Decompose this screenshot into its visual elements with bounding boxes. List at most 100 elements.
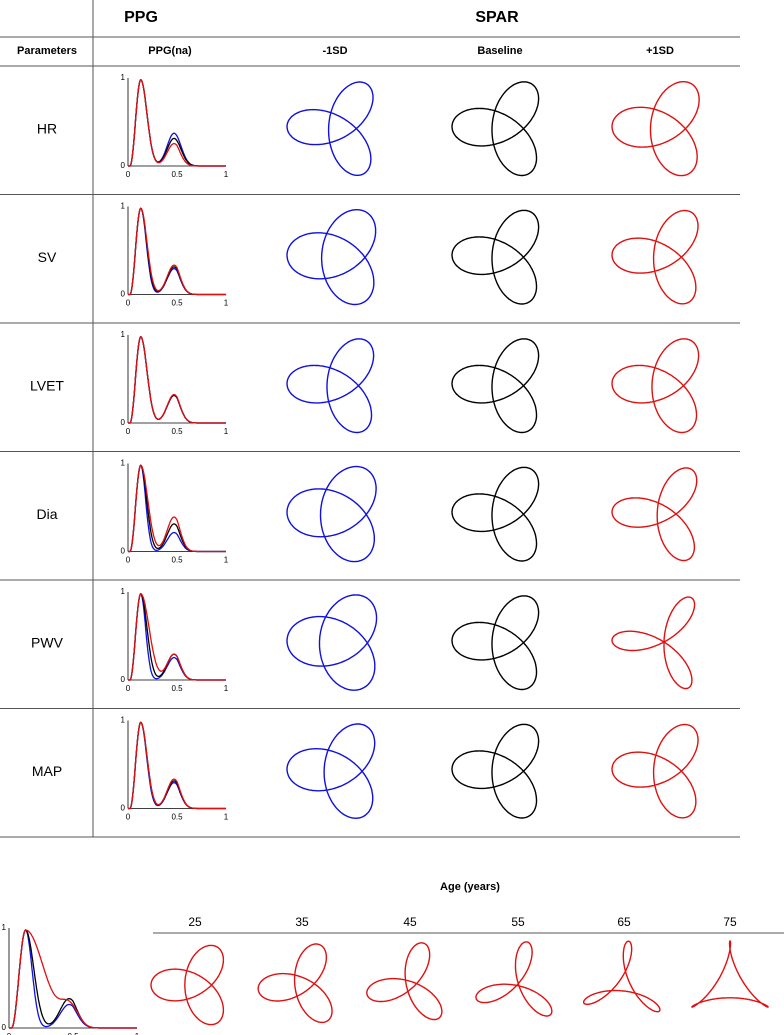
x-tick-label: 1: [224, 684, 229, 693]
row-label: LVET: [30, 378, 64, 394]
age-label: 25: [188, 915, 202, 929]
x-tick-label: 0.5: [171, 556, 183, 565]
y-tick-label: 0: [121, 804, 126, 813]
ppg-curve: [128, 207, 226, 296]
age-label: 45: [403, 915, 417, 929]
y-tick-label: 1: [121, 716, 126, 725]
spar-loop: [451, 209, 540, 305]
ppg-curve: [128, 593, 226, 681]
x-tick-label: 1: [224, 299, 229, 308]
x-tick-label: 1: [224, 813, 229, 822]
x-tick-label: 0.5: [171, 684, 183, 693]
ppg-curve: [9, 929, 137, 1029]
row-label: SV: [38, 249, 57, 265]
ppg-curve: [128, 464, 226, 553]
ppg-curve: [128, 464, 226, 553]
ppg-curve: [128, 593, 226, 681]
x-tick-label: 0: [126, 427, 131, 436]
spar-loop: [475, 941, 553, 1017]
spar-loop: [451, 595, 540, 691]
x-tick-label: 0: [126, 170, 131, 179]
x-tick-label: 0: [126, 556, 131, 565]
x-tick-label: 0: [126, 684, 131, 693]
row-label: Dia: [36, 506, 57, 522]
x-tick-label: 0.5: [171, 170, 183, 179]
x-tick-label: 1: [224, 427, 229, 436]
ppg-curve: [128, 336, 226, 424]
ppg-curve: [9, 929, 137, 1029]
column-label: +1SD: [646, 45, 674, 57]
age-title: Age (years): [440, 881, 500, 893]
y-tick-label: 0: [121, 418, 126, 427]
row-label: PWV: [31, 635, 64, 651]
ppg-curve: [128, 207, 226, 296]
spar-loop: [286, 81, 374, 176]
spar-loop: [286, 338, 375, 434]
spar-loop: [611, 723, 699, 819]
y-tick-label: 1: [2, 923, 7, 932]
ppg-curve: [128, 79, 226, 167]
y-tick-label: 0: [121, 547, 126, 556]
age-label: 65: [617, 915, 631, 929]
spar-loop: [611, 209, 699, 305]
ppg-curve: [128, 79, 226, 167]
x-tick-label: 0.5: [171, 427, 183, 436]
age-label: 75: [723, 915, 737, 929]
y-tick-label: 0: [121, 290, 126, 299]
y-tick-label: 0: [121, 675, 126, 684]
spar-loop: [150, 944, 225, 1026]
x-tick-label: 0: [7, 1032, 12, 1035]
y-tick-label: 1: [121, 330, 126, 339]
x-tick-label: 1: [224, 170, 229, 179]
ppg-curve: [128, 464, 226, 553]
age-label: 35: [295, 915, 309, 929]
y-tick-label: 1: [121, 459, 126, 468]
spar-loop: [451, 466, 540, 562]
y-tick-label: 0: [121, 161, 126, 170]
y-tick-label: 0: [2, 1023, 7, 1032]
spar-loop: [286, 465, 377, 563]
spar-loop: [286, 209, 377, 306]
spar-loop: [451, 338, 540, 434]
x-tick-label: 0.5: [67, 1032, 79, 1035]
age-label: 55: [511, 915, 525, 929]
column-label: PPG(na): [148, 45, 192, 57]
ppg-curve: [9, 929, 137, 1029]
ppg-curve: [128, 207, 226, 296]
x-tick-label: 0.5: [171, 299, 183, 308]
y-tick-label: 1: [121, 73, 126, 82]
column-label: -1SD: [322, 45, 347, 57]
spar-header: SPAR: [475, 9, 519, 26]
x-tick-label: 0: [126, 299, 131, 308]
spar-loop: [583, 940, 661, 1013]
spar-loop: [611, 81, 700, 177]
spar-loop: [286, 594, 378, 691]
spar-loop: [257, 943, 333, 1024]
spar-loop: [366, 942, 443, 1021]
column-label: Baseline: [477, 45, 522, 57]
y-tick-label: 1: [121, 587, 126, 596]
spar-loop: [451, 723, 540, 819]
spar-loop: [611, 467, 698, 562]
y-tick-label: 1: [121, 202, 126, 211]
spar-loop: [451, 81, 540, 177]
x-tick-label: 1: [224, 556, 229, 565]
ppg-curve: [128, 721, 226, 810]
ppg-curve: [128, 336, 226, 424]
ppg-curve: [128, 721, 226, 810]
spar-loop: [611, 338, 700, 434]
x-tick-label: 1: [135, 1032, 140, 1035]
ppg-curve: [128, 592, 226, 681]
spar-loop: [611, 596, 696, 690]
ppg-header: PPG: [124, 9, 158, 26]
ppg-curve: [128, 336, 226, 424]
column-label: Parameters: [17, 45, 77, 57]
ppg-curve: [128, 721, 226, 810]
row-label: MAP: [32, 763, 62, 779]
ppg-curve: [128, 79, 226, 167]
x-tick-label: 0.5: [171, 813, 183, 822]
x-tick-label: 0: [126, 813, 131, 822]
spar-loop: [286, 723, 376, 820]
spar-loop: [691, 940, 769, 1008]
